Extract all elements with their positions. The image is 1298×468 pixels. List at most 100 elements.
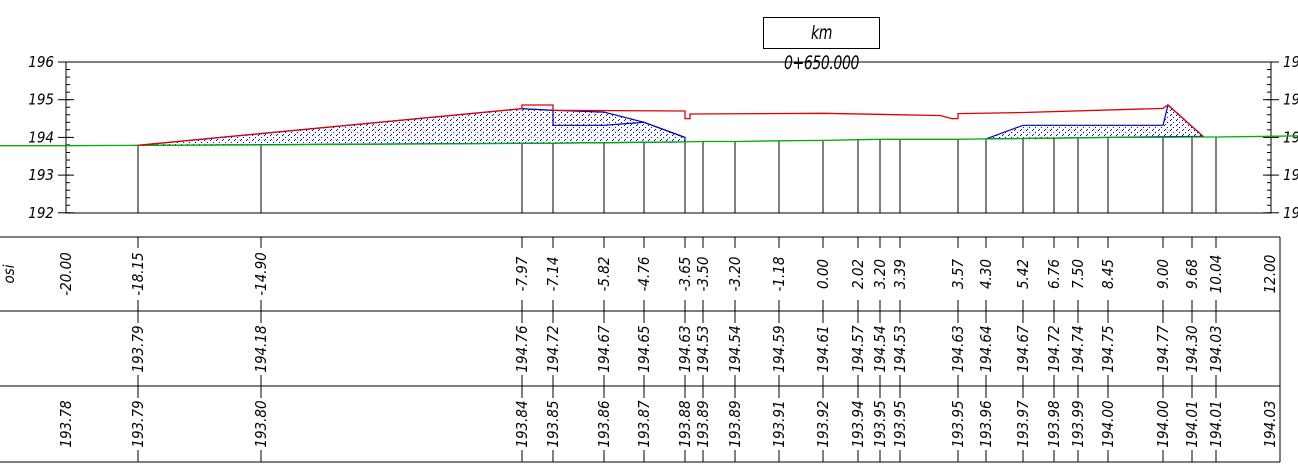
table-value: 194.30 — [1183, 325, 1201, 372]
label-bg — [1262, 248, 1278, 300]
table-value: -14.90 — [252, 252, 270, 296]
table-value: -7.14 — [544, 257, 562, 292]
label-bg — [253, 248, 269, 300]
label-bg — [1155, 398, 1171, 450]
label-bg — [130, 248, 146, 300]
label-bg — [1015, 248, 1031, 300]
table-value: 193.98 — [1045, 400, 1063, 447]
table-value: 193.89 — [694, 400, 712, 447]
label-bg — [771, 323, 787, 375]
table-value: 3.57 — [949, 259, 967, 289]
table-value: 194.53 — [694, 325, 712, 372]
label-bg — [545, 323, 561, 375]
label-bg — [950, 248, 966, 300]
table-value: 10.04 — [1207, 255, 1225, 294]
table-value: 194.67 — [595, 325, 613, 373]
label-bg — [1184, 323, 1200, 375]
table-value: -5.82 — [595, 257, 613, 292]
table-value: 194.00 — [1099, 400, 1117, 447]
label-bg — [771, 398, 787, 450]
table-value: -3.50 — [694, 257, 712, 292]
table-value: 193.84 — [513, 400, 531, 447]
table-value: 193.88 — [676, 400, 694, 447]
label-bg — [636, 248, 652, 300]
label-bg — [636, 398, 652, 450]
label-bg — [1208, 323, 1224, 375]
table-value: 194.03 — [1207, 325, 1225, 372]
table-value: 194.77 — [1154, 325, 1172, 373]
table-value: 193.92 — [814, 400, 832, 447]
label-bg — [892, 248, 908, 300]
table-value: -20.00 — [57, 252, 75, 296]
label-bg — [596, 398, 612, 450]
label-bg — [872, 323, 888, 375]
label-bg — [1100, 248, 1116, 300]
table-value: 9.68 — [1183, 259, 1201, 289]
table-value: 193.94 — [849, 400, 867, 447]
label-bg — [1155, 323, 1171, 375]
label-bg — [677, 398, 693, 450]
label-bg — [130, 398, 146, 450]
label-bg — [1015, 323, 1031, 375]
label-bg — [978, 248, 994, 300]
label-bg — [545, 398, 561, 450]
label-bg — [58, 398, 74, 450]
row-label-offsets: osi — [0, 264, 18, 283]
label-bg — [950, 323, 966, 375]
table-value: 6.76 — [1045, 259, 1063, 289]
label-bg — [514, 248, 530, 300]
table-value: 194.18 — [252, 325, 270, 372]
y-tick-label-right: 194 — [1283, 128, 1298, 146]
table-value: 3.20 — [871, 259, 889, 289]
table-value: 194.72 — [544, 325, 562, 372]
label-bg — [1184, 398, 1200, 450]
label-bg — [695, 248, 711, 300]
label-bg — [850, 248, 866, 300]
label-bg — [130, 323, 146, 375]
table-value: 194.59 — [770, 325, 788, 372]
table-value: 7.50 — [1069, 259, 1087, 289]
table-value: 194.64 — [977, 325, 995, 372]
terrain-line — [0, 135, 1298, 147]
label-bg — [978, 398, 994, 450]
table-value: 12.00 — [1261, 255, 1279, 294]
table-value: 0.00 — [814, 259, 832, 289]
label-bg — [815, 398, 831, 450]
y-tick-label-right: 196 — [1283, 53, 1298, 71]
label-bg — [58, 248, 74, 300]
table-value: 193.87 — [635, 400, 653, 448]
label-bg — [727, 248, 743, 300]
label-bg — [850, 323, 866, 375]
label-bg — [514, 323, 530, 375]
table-value: 194.74 — [1069, 325, 1087, 372]
table-value: 194.00 — [1154, 400, 1172, 447]
table-value: 194.57 — [849, 325, 867, 373]
table-value: -3.20 — [726, 257, 744, 292]
label-bg — [1070, 398, 1086, 450]
fill-outline — [521, 108, 686, 138]
table-value: 193.89 — [726, 400, 744, 447]
table-value: 193.99 — [1069, 400, 1087, 447]
label-bg — [596, 323, 612, 375]
label-bg — [1046, 323, 1062, 375]
label-bg — [1070, 323, 1086, 375]
label-bg — [727, 323, 743, 375]
table-value: 9.00 — [1154, 259, 1172, 289]
table-value: 194.54 — [871, 325, 889, 372]
table-value: 194.61 — [814, 325, 832, 372]
table-value: 193.96 — [977, 400, 995, 447]
table-value: 194.72 — [1045, 325, 1063, 372]
label-bg — [815, 323, 831, 375]
y-tick-label: 193 — [28, 166, 54, 184]
label-bg — [892, 398, 908, 450]
table-value: 194.67 — [1014, 325, 1032, 373]
y-tick-label-right: 192 — [1283, 204, 1298, 222]
table-value: -18.15 — [129, 252, 147, 296]
label-bg — [1070, 248, 1086, 300]
label-bg — [1015, 398, 1031, 450]
table-value: 193.85 — [544, 400, 562, 447]
label-bg — [1100, 323, 1116, 375]
table-value: 193.95 — [891, 400, 909, 447]
label-bg — [1208, 248, 1224, 300]
